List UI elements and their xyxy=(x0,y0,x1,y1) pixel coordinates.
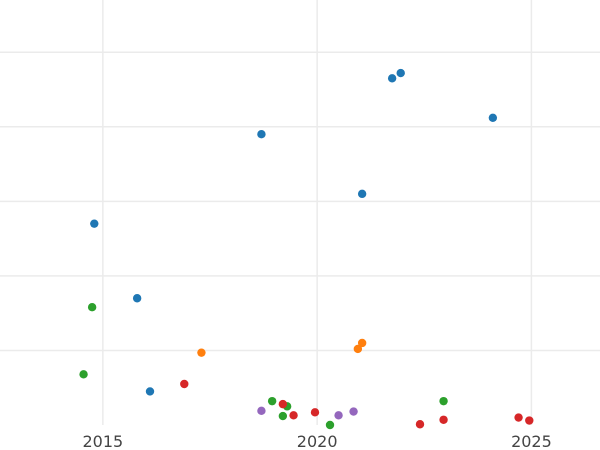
data-point-series-3-7 xyxy=(439,396,448,406)
data-point-series-2-1 xyxy=(197,348,206,357)
data-point-series-1-3 xyxy=(145,387,155,396)
data-point-series-4-5 xyxy=(415,420,425,429)
data-point-series-3-2 xyxy=(87,302,97,312)
data-point-series-4-2 xyxy=(278,399,288,409)
x-tick-label: 2015 xyxy=(82,432,123,450)
data-point-series-4-3 xyxy=(289,411,298,420)
data-point-series-5-1 xyxy=(257,406,266,416)
data-point-series-1-1 xyxy=(90,219,99,228)
data-point-series-2-3 xyxy=(357,338,367,348)
x-tick-label: 2025 xyxy=(511,432,552,450)
data-points xyxy=(79,68,534,430)
data-point-series-4-1 xyxy=(180,379,189,389)
grid xyxy=(0,0,600,425)
x-tick-label: 2020 xyxy=(297,432,338,450)
data-point-series-1-5 xyxy=(357,189,367,199)
data-point-series-1-4 xyxy=(257,130,266,139)
data-point-series-4-8 xyxy=(525,416,534,425)
data-point-series-4-6 xyxy=(439,415,448,424)
data-point-series-4-7 xyxy=(514,413,523,422)
data-point-series-4-4 xyxy=(310,408,320,417)
x-axis-ticks: 2015 2020 2025 xyxy=(82,432,551,450)
data-point-series-3-3 xyxy=(267,396,277,406)
data-point-series-1-8 xyxy=(488,113,498,123)
data-point-series-3-4 xyxy=(278,411,288,421)
data-point-series-3-6 xyxy=(325,420,335,430)
data-point-series-1-7 xyxy=(396,68,405,78)
data-point-series-3-1 xyxy=(79,370,88,379)
data-point-series-5-2 xyxy=(334,411,343,420)
data-point-series-2-2 xyxy=(353,344,363,354)
data-point-series-1-6 xyxy=(387,74,397,83)
data-point-series-5-3 xyxy=(349,407,358,416)
data-point-series-1-2 xyxy=(132,294,142,303)
